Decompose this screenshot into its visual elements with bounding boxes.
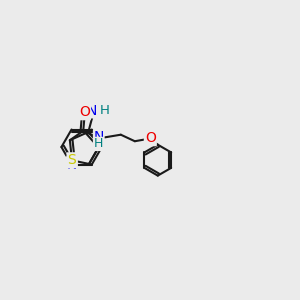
Text: H: H (100, 104, 110, 117)
Text: N: N (66, 158, 77, 172)
Text: N: N (87, 104, 98, 118)
Text: O: O (79, 105, 90, 119)
Text: S: S (68, 153, 76, 167)
Text: H: H (78, 104, 88, 117)
Text: H: H (94, 137, 104, 150)
Text: N: N (94, 130, 104, 144)
Text: O: O (145, 131, 156, 145)
